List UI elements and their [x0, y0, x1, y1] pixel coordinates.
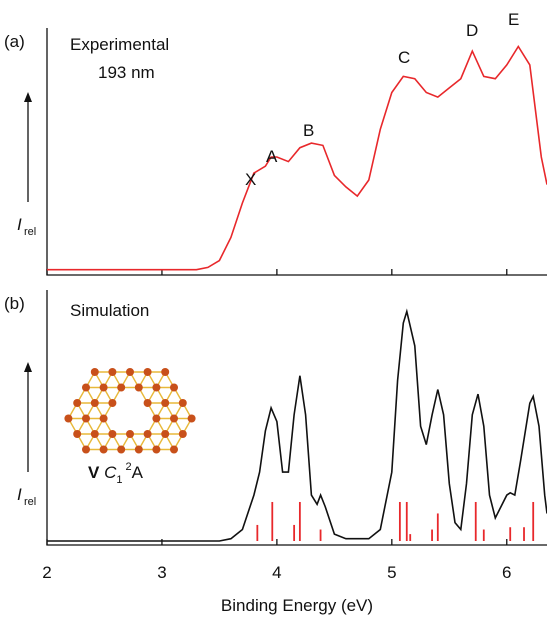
y-label: I: [17, 215, 22, 234]
cluster-atom: [73, 430, 81, 438]
cluster-atom: [170, 415, 178, 423]
structure-label-part: V: [88, 463, 100, 482]
cluster-atom: [170, 446, 178, 454]
cluster-atom: [152, 415, 160, 423]
cluster-atom: [135, 384, 143, 392]
cluster-atom: [144, 399, 152, 407]
cluster-atom: [117, 446, 125, 454]
peak-label: E: [508, 10, 519, 29]
cluster-atom: [64, 415, 72, 423]
title: Simulation: [70, 301, 149, 320]
cluster-atom: [179, 399, 187, 407]
x-tick-label: 4: [272, 563, 281, 582]
cluster-atom: [100, 384, 108, 392]
structure-label: V C1 2A: [88, 461, 144, 486]
structure-label-part: 1: [116, 474, 122, 486]
x-tick-label: 2: [42, 563, 51, 582]
cluster-atom: [108, 430, 116, 438]
structure-label-part: A: [132, 463, 144, 482]
figure: (a)IrelExperimental193 nmXABCDE(b)IrelSi…: [0, 0, 547, 619]
cluster-atom: [144, 368, 152, 376]
cluster-atom: [152, 384, 160, 392]
cluster-atom: [117, 384, 125, 392]
peak-label: A: [266, 147, 278, 166]
cluster-atom: [82, 415, 90, 423]
x-tick-label: 5: [387, 563, 396, 582]
structure-label-part: C: [99, 463, 117, 482]
y-arrow-head: [24, 362, 32, 372]
cluster-atom: [161, 368, 169, 376]
y-label-sub: rel: [24, 496, 36, 508]
peak-label: X: [245, 170, 256, 189]
cluster-atom: [179, 430, 187, 438]
cluster-atom: [91, 430, 99, 438]
cluster-atom: [82, 384, 90, 392]
cluster-atom: [100, 415, 108, 423]
x-tick-label: 3: [157, 563, 166, 582]
panel-label: (b): [4, 294, 25, 313]
y-label-sub: rel: [24, 226, 36, 238]
cluster-atom: [82, 446, 90, 454]
cluster-atom: [144, 430, 152, 438]
cluster-atom: [152, 446, 160, 454]
cluster-atom: [126, 430, 134, 438]
subtitle: 193 nm: [98, 63, 155, 82]
peak-label: C: [398, 48, 410, 67]
cluster-atom: [126, 368, 134, 376]
cluster-atom: [170, 384, 178, 392]
spectrum-line: [47, 312, 547, 542]
title: Experimental: [70, 35, 169, 54]
y-label: I: [17, 485, 22, 504]
cluster-atom: [91, 368, 99, 376]
cluster-atom: [91, 399, 99, 407]
cluster-atom: [100, 446, 108, 454]
panel-label: (a): [4, 32, 25, 51]
cluster-image: [64, 368, 195, 454]
cluster-atom: [161, 399, 169, 407]
cluster-atom: [161, 430, 169, 438]
cluster-atom: [73, 399, 81, 407]
cluster-atom: [188, 415, 196, 423]
x-axis-label: Binding Energy (eV): [221, 596, 373, 615]
peak-label: B: [303, 121, 314, 140]
x-tick-label: 6: [502, 563, 511, 582]
peak-label: D: [466, 21, 478, 40]
cluster-atom: [108, 368, 116, 376]
y-arrow-head: [24, 92, 32, 102]
cluster-atom: [135, 446, 143, 454]
structure-label-part: 2: [122, 461, 131, 473]
cluster-atom: [108, 399, 116, 407]
